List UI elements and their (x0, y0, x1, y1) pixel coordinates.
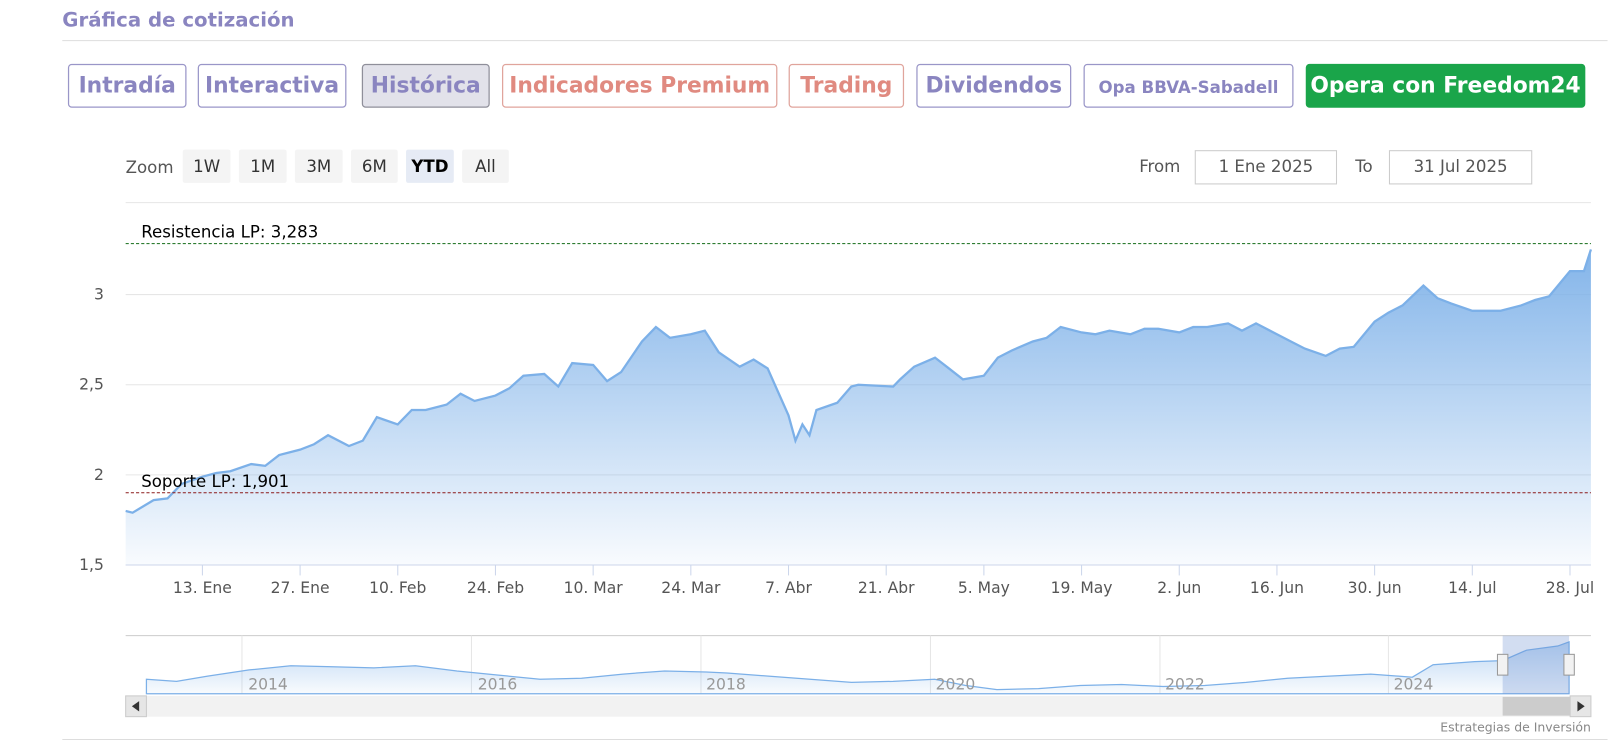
scrollbar-track[interactable] (125, 695, 1591, 717)
x-tick-label: 30. Jun (1348, 579, 1402, 597)
x-tick-label: 27. Ene (271, 579, 330, 597)
scroll-left-arrow (131, 701, 140, 712)
x-tick-label: 13. Ene (173, 579, 232, 597)
tab-label[interactable]: Interactiva (205, 73, 339, 98)
to-input[interactable] (1388, 150, 1533, 185)
from-value[interactable]: 1 Ene 2025 (1219, 157, 1314, 176)
navigator-label: 2018 (706, 675, 746, 693)
plot-line-label: Resistencia LP: 3,283 (141, 223, 318, 242)
x-tick-label: 7. Abr (765, 579, 812, 597)
y-tick-label: 1,5 (79, 556, 104, 574)
navigator-series (145, 640, 1570, 695)
zoom-button[interactable]: 6M (351, 149, 398, 183)
tab[interactable]: Dividendos (916, 63, 1072, 108)
x-tick-label: 14. Jul (1448, 579, 1496, 597)
plot: 1,5 2 2,5 3 Resistencia LP: 3,283 Soporte LP:… (79, 202, 1594, 597)
x-tick-label: 10. Mar (564, 579, 624, 597)
zoom-button-label[interactable]: YTD (410, 157, 448, 176)
navigator-label: 2022 (1165, 675, 1205, 693)
plot-line-label: Soporte LP: 1,901 (141, 472, 289, 491)
zoom-button[interactable]: 3M (294, 149, 343, 183)
tab[interactable]: Trading (788, 63, 905, 108)
zoom-button[interactable]: YTD (406, 149, 454, 183)
navigator-label: 2014 (248, 675, 288, 693)
from-input[interactable] (1194, 150, 1338, 185)
zoom-button-label[interactable]: 3M (306, 157, 331, 176)
navigator-label: 2024 (1394, 675, 1434, 693)
scrollbar-thumb[interactable] (1502, 696, 1572, 716)
navigator-label: 2016 (478, 675, 518, 693)
navigator: 2014 2016 2018 2020 2022 2024 (125, 635, 1592, 718)
x-tick-label: 16. Jun (1250, 579, 1304, 597)
x-tick-label: 5. May (958, 579, 1010, 597)
y-tick-label: 2 (94, 466, 104, 484)
x-tick-label: 24. Mar (661, 579, 721, 597)
tab[interactable]: Histórica (361, 63, 490, 108)
x-tick-label: 2. Jun (1157, 579, 1201, 597)
zoom-button-label[interactable]: 1W (193, 157, 220, 176)
tab[interactable]: Indicadores Premium (501, 63, 778, 108)
x-tick-label: 19. May (1051, 579, 1113, 597)
line (125, 249, 1593, 514)
tab-label[interactable]: Indicadores Premium (509, 73, 770, 98)
tab[interactable]: Opa BBVA-Sabadell (1083, 63, 1294, 108)
zoom-button-label[interactable]: 1M (250, 157, 275, 176)
navigator-handle[interactable] (1496, 653, 1509, 676)
tab[interactable]: Opera con Freedom24 (1305, 63, 1586, 108)
y-tick-label: 2,5 (79, 376, 104, 394)
zoom-button-label[interactable]: All (475, 157, 496, 176)
to-value[interactable]: 31 Jul 2025 (1414, 157, 1508, 176)
to-label: To (1354, 157, 1373, 176)
x-tick-label: 10. Feb (369, 579, 426, 597)
zoom-button[interactable]: 1W (182, 149, 231, 183)
tab-label[interactable]: Opera con Freedom24 (1310, 73, 1580, 98)
zoom-label: Zoom (126, 158, 174, 177)
tab-label[interactable]: Trading (800, 73, 892, 98)
tab[interactable]: Intradía (67, 63, 187, 108)
credit: Estrategias de Inversión (1440, 720, 1591, 735)
navigator-handle[interactable] (1563, 653, 1575, 676)
tab[interactable]: Interactiva (197, 63, 347, 108)
navigator-mask[interactable] (1502, 635, 1570, 694)
zoom-button[interactable]: All (462, 149, 509, 183)
zoom-button[interactable]: 1M (238, 149, 287, 183)
scroll-right-arrow (1577, 701, 1585, 712)
tab-label[interactable]: Intradía (79, 73, 176, 98)
x-tick-label: 28. Jul (1546, 579, 1594, 597)
page-title: Gráfica de cotización (62, 8, 294, 31)
navigator-label: 2020 (936, 675, 976, 693)
zoom-button-label[interactable]: 6M (362, 157, 387, 176)
y-tick-label: 3 (94, 286, 104, 304)
tab-label[interactable]: Histórica (371, 73, 481, 98)
tab-label[interactable]: Dividendos (925, 73, 1062, 98)
tab-label[interactable]: Opa BBVA-Sabadell (1099, 78, 1279, 97)
area (125, 249, 1591, 566)
x-tick-label: 24. Feb (467, 579, 524, 597)
from-label: From (1139, 157, 1180, 176)
x-tick-label: 21. Abr (858, 579, 915, 597)
